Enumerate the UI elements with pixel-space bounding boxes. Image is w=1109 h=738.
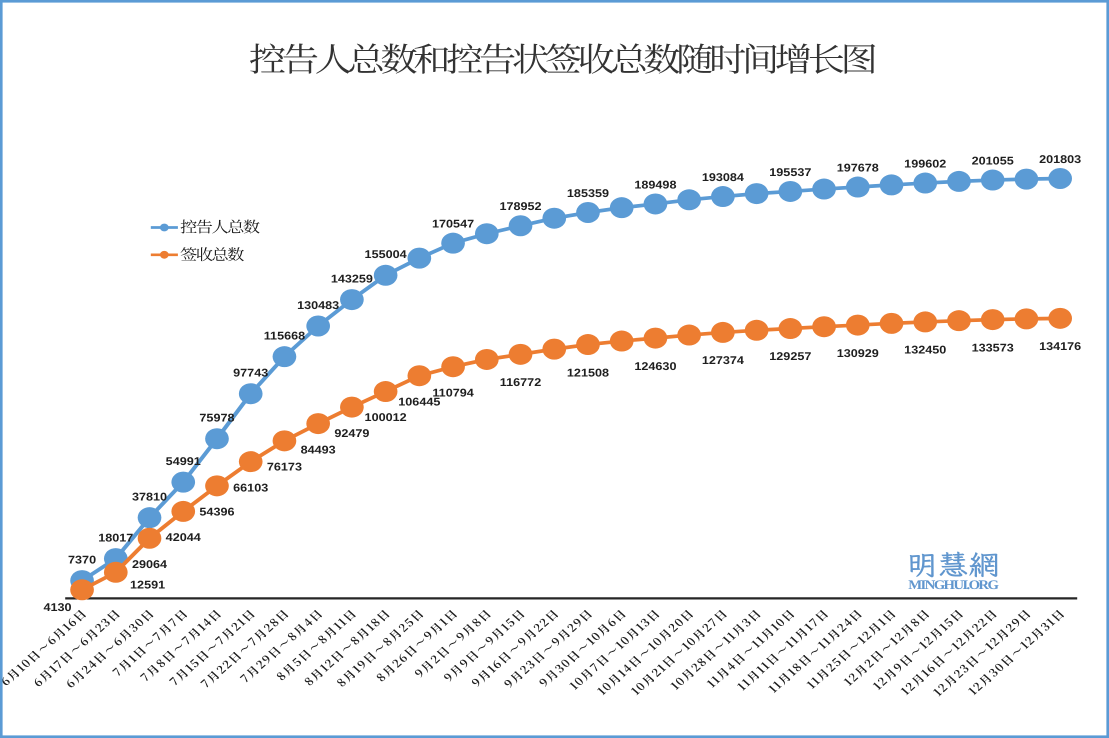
svg-text:4130: 4130 <box>43 602 71 614</box>
svg-text:178952: 178952 <box>499 201 541 213</box>
svg-text:92479: 92479 <box>334 428 369 440</box>
svg-text:189498: 189498 <box>634 179 676 191</box>
svg-text:199602: 199602 <box>904 158 946 170</box>
svg-text:116772: 116772 <box>500 377 541 389</box>
svg-text:54396: 54396 <box>199 507 234 519</box>
svg-text:130929: 130929 <box>837 348 879 360</box>
svg-text:29064: 29064 <box>132 559 168 571</box>
svg-text:37810: 37810 <box>132 491 167 503</box>
svg-text:100012: 100012 <box>365 412 407 424</box>
svg-text:124630: 124630 <box>634 361 676 373</box>
svg-text:130483: 130483 <box>297 300 339 312</box>
svg-text:110794: 110794 <box>432 387 474 399</box>
svg-text:7370: 7370 <box>68 554 96 566</box>
svg-text:106445: 106445 <box>398 396 440 408</box>
svg-text:84493: 84493 <box>301 444 336 456</box>
svg-text:12591: 12591 <box>130 580 165 592</box>
svg-text:201055: 201055 <box>972 155 1014 167</box>
svg-text:133573: 133573 <box>972 342 1014 354</box>
svg-text:155004: 155004 <box>365 249 408 261</box>
svg-text:76173: 76173 <box>267 462 302 474</box>
svg-text:127374: 127374 <box>702 355 745 367</box>
svg-text:143259: 143259 <box>331 273 373 285</box>
svg-text:170547: 170547 <box>432 219 474 231</box>
svg-text:197678: 197678 <box>837 162 879 174</box>
svg-text:134176: 134176 <box>1039 341 1081 353</box>
svg-text:129257: 129257 <box>769 351 811 363</box>
svg-text:115668: 115668 <box>264 330 305 342</box>
svg-text:66103: 66103 <box>233 482 268 494</box>
svg-text:132450: 132450 <box>904 345 946 357</box>
svg-text:97743: 97743 <box>233 368 268 380</box>
svg-text:18017: 18017 <box>98 532 133 544</box>
svg-text:193084: 193084 <box>702 172 745 184</box>
svg-text:MINGHUI.ORG: MINGHUI.ORG <box>908 577 999 592</box>
svg-text:42044: 42044 <box>166 532 202 544</box>
svg-text:54991: 54991 <box>166 456 201 468</box>
svg-text:185359: 185359 <box>567 188 609 200</box>
svg-text:201803: 201803 <box>1039 154 1081 166</box>
svg-text:75978: 75978 <box>199 413 234 425</box>
svg-text:195537: 195537 <box>769 167 811 179</box>
svg-text:121508: 121508 <box>567 367 609 379</box>
